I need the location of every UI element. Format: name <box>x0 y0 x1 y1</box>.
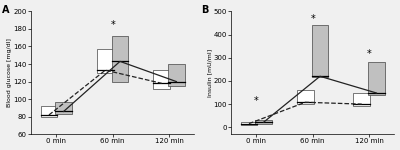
Bar <box>312 25 328 77</box>
Bar <box>168 64 185 86</box>
Text: *: * <box>367 49 372 58</box>
Bar <box>112 36 128 82</box>
Bar <box>97 49 114 73</box>
Bar <box>297 90 314 104</box>
Bar <box>255 120 272 124</box>
Y-axis label: Blood glucose [mg/dl]: Blood glucose [mg/dl] <box>7 38 12 107</box>
Text: *: * <box>110 20 115 30</box>
Bar <box>368 62 385 95</box>
Bar <box>55 102 72 114</box>
Bar <box>153 70 170 89</box>
Bar <box>353 93 370 106</box>
Text: B: B <box>202 5 209 15</box>
Text: A: A <box>2 5 9 15</box>
Bar <box>240 122 258 125</box>
Text: *: * <box>310 14 315 24</box>
Text: *: * <box>254 96 259 106</box>
Y-axis label: Insulin [mU/ml]: Insulin [mU/ml] <box>207 49 212 97</box>
Bar <box>40 106 58 117</box>
